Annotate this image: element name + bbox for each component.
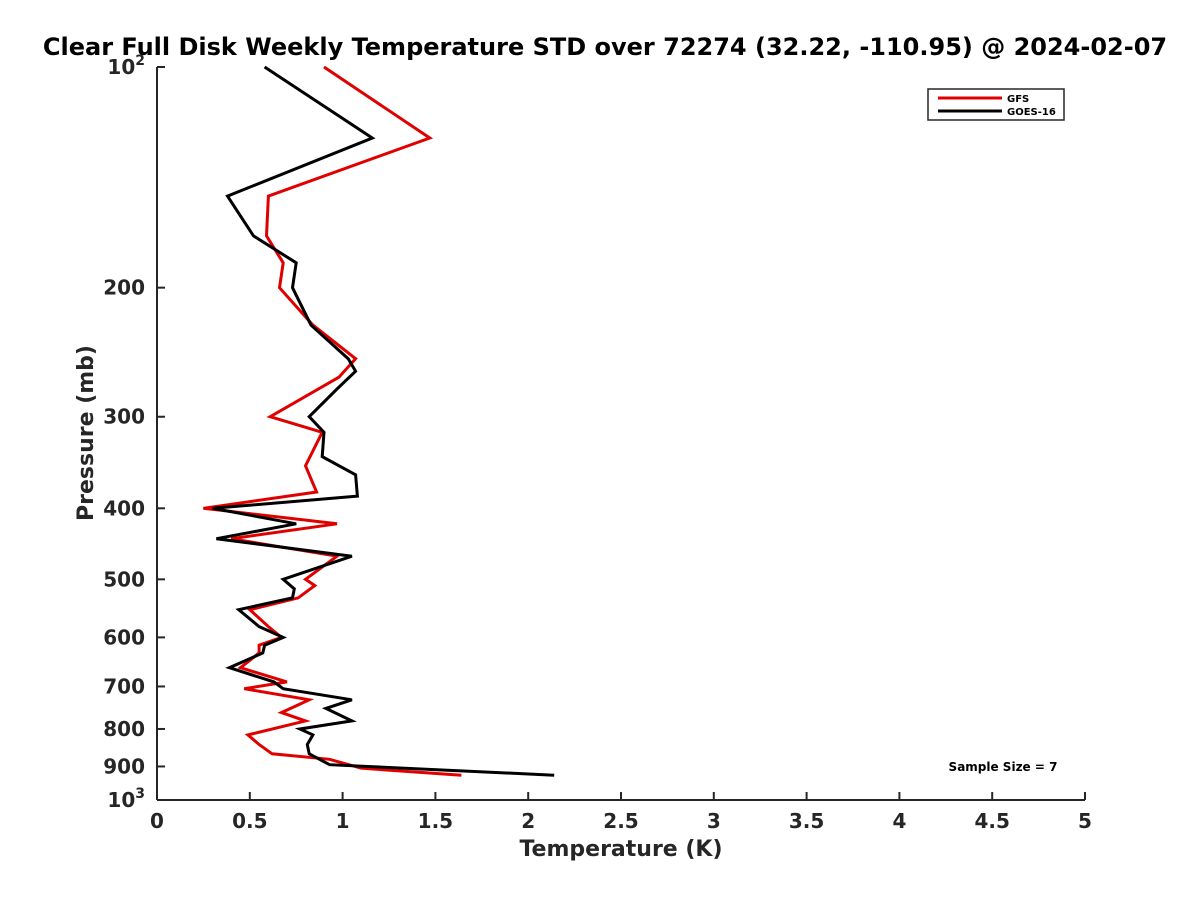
y-tick-label: 600 (103, 625, 145, 649)
x-tick-label: 0 (150, 809, 164, 833)
y-tick-label-base: 10 (107, 788, 135, 812)
y-tick-label-base: 600 (103, 625, 145, 649)
x-tick-label: 2 (521, 809, 535, 833)
y-tick-label: 300 (103, 405, 145, 429)
y-tick-label: 103 (107, 786, 145, 812)
y-tick-label-base: 200 (103, 276, 145, 300)
x-tick-label: 1.5 (418, 809, 453, 833)
y-tick-label-exponent: 2 (135, 53, 145, 69)
y-tick-label-base: 400 (103, 496, 145, 520)
x-ticks: 0 0.5 1 1.5 2 2.5 3 3.5 4 4.5 5 (150, 792, 1092, 833)
y-axis-label: Pressure (mb) (74, 345, 99, 521)
legend: GFS GOES-16 (927, 88, 1065, 121)
legend-label: GOES-16 (1007, 107, 1056, 118)
legend-box (927, 88, 1065, 121)
y-tick-label-base: 800 (103, 717, 145, 741)
x-tick-label: 3.5 (789, 809, 824, 833)
x-tick-label: 5 (1078, 809, 1092, 833)
x-tick-label: 3 (707, 809, 721, 833)
y-tick-label-base: 500 (103, 567, 145, 591)
x-tick-label: 4 (892, 809, 906, 833)
y-tick-label-base: 300 (103, 405, 145, 429)
y-tick-label: 500 (103, 567, 145, 591)
y-tick-label-base: 700 (103, 674, 145, 698)
y-tick-label: 900 (103, 754, 145, 778)
y-tick-label: 800 (103, 717, 145, 741)
x-tick-label: 1 (336, 809, 350, 833)
y-tick-label-exponent: 3 (135, 786, 145, 802)
series-line-goes-16 (212, 65, 555, 777)
series-layer (203, 65, 555, 777)
plot-area: 0 0.5 1 1.5 2 2.5 3 3.5 4 4.5 5 102200300400500600… (103, 53, 1092, 833)
y-tick-label-base: 10 (107, 55, 135, 79)
y-tick-label: 200 (103, 276, 145, 300)
y-tick-label: 700 (103, 674, 145, 698)
series-line-gfs (203, 65, 462, 777)
y-tick-label: 102 (107, 53, 145, 79)
x-axis-label: Temperature (K) (519, 837, 722, 862)
y-tick-label-base: 900 (103, 754, 145, 778)
x-tick-label: 4.5 (974, 809, 1009, 833)
legend-label: GFS (1007, 94, 1029, 105)
y-tick-label: 400 (103, 496, 145, 520)
legend-entries: GFS GOES-16 (938, 94, 1056, 118)
x-tick-label: 2.5 (603, 809, 638, 833)
chart-title: Clear Full Disk Weekly Temperature STD o… (43, 33, 1167, 61)
sample-size-annotation: Sample Size = 7 (949, 760, 1058, 774)
x-tick-label: 0.5 (232, 809, 267, 833)
